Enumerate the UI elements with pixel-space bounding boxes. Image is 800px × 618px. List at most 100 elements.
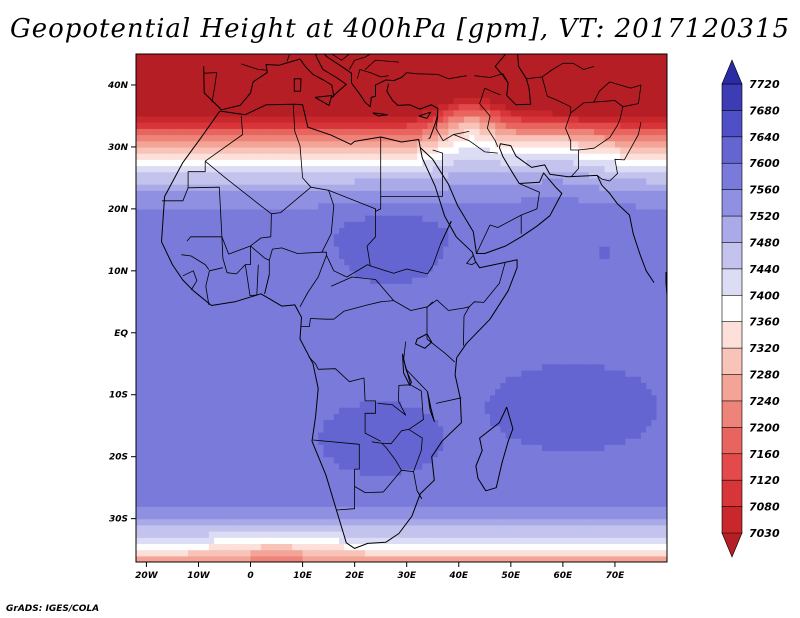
field-cell [255,295,262,303]
field-cell [177,481,184,489]
field-cell [229,549,236,557]
field-cell [286,462,293,470]
field-cell [266,388,272,396]
field-cell [307,537,314,545]
field-cell [359,66,366,74]
field-cell [271,524,278,532]
field-cell [193,295,200,303]
field-cell [271,345,278,352]
field-cell [339,153,345,160]
field-cell [313,419,319,427]
field-cell [219,283,226,291]
field-cell [182,469,189,476]
field-cell [344,475,351,483]
field-cell [339,54,345,61]
field-cell [375,252,382,260]
field-cell [162,388,168,396]
field-cell [443,369,449,377]
field-cell [427,190,434,198]
field-cell [260,524,267,532]
field-cell [203,146,210,154]
field-cell [156,456,163,464]
field-cell [417,171,423,179]
field-cell [203,78,210,86]
field-cell [370,537,377,545]
field-cell [276,165,283,173]
field-cell [396,134,403,142]
field-cell [162,524,168,532]
field-cell [318,264,325,272]
field-cell [219,308,226,315]
field-cell [354,456,361,464]
field-cell [208,456,215,464]
field-cell [297,97,304,105]
field-cell [437,109,444,117]
field-cell [141,308,148,315]
field-cell [448,153,455,160]
field-cell [417,555,423,562]
field-cell [292,84,298,92]
field-cell [219,537,226,545]
field-cell [224,54,231,61]
field-cell [286,202,293,210]
field-cell [328,270,335,278]
field-cell [250,320,257,328]
field-cell [188,431,194,439]
field-cell [182,54,189,61]
field-cell [396,72,403,80]
field-cell [271,277,278,284]
field-cell [146,221,153,229]
field-cell [427,450,434,458]
field-cell [323,208,330,216]
field-cell [344,338,351,346]
field-cell [136,66,142,74]
field-cell [448,283,455,291]
field-cell [281,369,288,377]
field-cell [255,407,262,414]
field-cell [172,450,179,458]
field-cell [396,320,403,328]
field-cell [422,115,429,123]
field-cell [437,425,444,433]
field-cell [172,289,179,297]
field-cell [417,239,423,247]
field-cell [313,122,319,129]
field-cell [333,97,340,105]
field-cell [234,72,241,80]
field-cell [380,493,387,501]
field-cell [354,60,361,67]
field-cell [328,54,335,61]
field-cell [193,413,200,421]
field-cell [411,338,418,346]
field-cell [401,332,408,340]
field-cell [151,475,158,483]
field-cell [234,239,241,247]
field-cell [224,184,231,191]
field-cell [245,91,252,98]
field-cell [417,301,423,309]
field-cell [318,314,325,321]
field-cell [182,128,189,136]
field-cell [323,109,330,117]
field-cell [208,531,215,538]
field-cell [234,376,241,383]
field-cell [208,295,215,303]
field-cell [188,320,194,328]
field-cell [245,184,252,191]
field-cell [401,60,408,67]
field-cell [245,357,252,365]
field-cell [260,134,267,142]
field-cell [339,444,345,452]
field-cell [406,153,413,160]
field-cell [281,555,288,562]
field-cell [344,153,351,160]
field-cell [411,246,418,253]
field-cell [214,450,220,458]
field-cell [214,277,220,284]
field-cell [437,215,444,222]
field-cell [245,134,252,142]
field-cell [328,78,335,86]
field-cell [323,140,330,148]
field-cell [224,438,231,445]
field-cell [167,407,174,414]
